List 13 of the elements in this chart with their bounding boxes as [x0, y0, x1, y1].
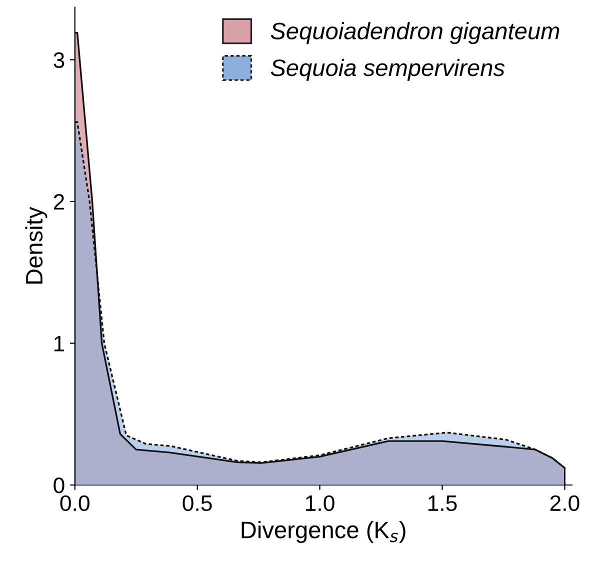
- legend-label: Sequoia sempervirens: [270, 58, 505, 81]
- x-tick-label: 1.5: [428, 496, 457, 512]
- x-tick-label: 0.5: [182, 495, 212, 512]
- x-tick-label: 2.0: [550, 495, 580, 512]
- y-tick-label: 0: [54, 478, 64, 494]
- y-tick-label: 2: [54, 194, 64, 210]
- y-axis-title: Density: [25, 206, 48, 284]
- x-axis-title: Divergence (K$_{s}$): [242, 521, 406, 544]
- x-tick-label: 0.0: [60, 495, 90, 512]
- y-tick-label: 3: [54, 52, 64, 68]
- y-tick-label: 1: [54, 336, 64, 352]
- x-tick-label: 1.0: [306, 495, 334, 512]
- legend-label: Sequoiadendron giganteum: [270, 22, 560, 44]
